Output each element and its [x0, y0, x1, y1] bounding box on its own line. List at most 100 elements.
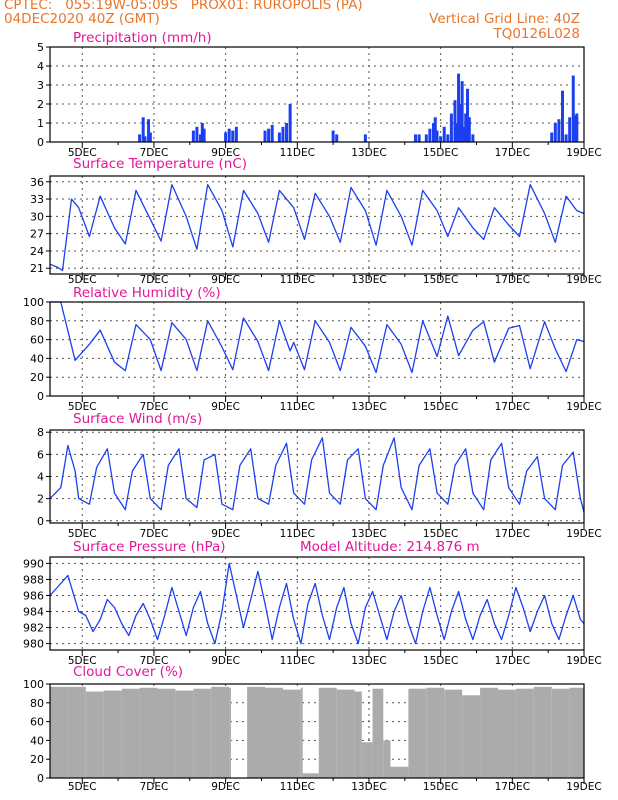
cloud-cover-bar [390, 766, 409, 778]
precip-bar [148, 132, 152, 142]
precip-bar [138, 134, 142, 142]
x-tick-label: 7DEC [140, 147, 169, 159]
x-tick-label: 19DEC [566, 401, 601, 413]
panel-title: Cloud Cover (%) [73, 664, 183, 680]
precip-bar [573, 115, 577, 142]
panel-title: Precipitation (mm/h) [73, 30, 212, 46]
x-tick-label: 11DEC [280, 655, 315, 667]
cloud-cover-bar [533, 686, 552, 778]
cloud-cover-bar [50, 686, 68, 778]
precip-bar [281, 126, 285, 142]
cloud-cover-bar [497, 689, 516, 778]
y-tick-label: 982 [23, 622, 44, 635]
x-tick-label: 9DEC [211, 401, 240, 413]
precip-bar [467, 117, 471, 142]
precip-bar [453, 100, 457, 142]
panel-4: Surface Pressure (hPa) Model Altitude: 21… [23, 539, 602, 667]
precip-bar [466, 88, 470, 142]
panel-0: Precipitation (mm/h) 0 1 2 3 4 5 5DEC 7DEC 9DEC 11… [37, 30, 602, 159]
x-tick-label: 15DEC [423, 147, 458, 159]
y-tick-label: 4 [37, 471, 44, 484]
cloud-cover-bar [67, 686, 86, 778]
x-tick-label: 5DEC [68, 528, 97, 540]
series-line [49, 562, 585, 645]
y-tick-label: 3 [37, 79, 44, 92]
x-tick-label: 9DEC [211, 274, 240, 286]
precip-bar [227, 128, 231, 142]
y-tick-label: 1 [37, 117, 44, 130]
precip-bar [288, 104, 292, 142]
precip-bar [428, 128, 432, 142]
precip-bar [550, 132, 554, 142]
cloud-cover-bar [318, 687, 337, 778]
cloud-cover-bar [462, 695, 481, 778]
precip-bar [270, 124, 274, 142]
precip-bar [457, 73, 461, 142]
x-tick-label: 11DEC [280, 401, 315, 413]
y-tick-label: 30 [30, 210, 44, 223]
y-tick-label: 24 [30, 245, 44, 258]
cloud-cover-bar [85, 691, 104, 778]
model-altitude-label: Model Altitude: 214.876 m [300, 539, 480, 555]
precip-bar [431, 123, 435, 142]
cloud-cover-bar [247, 686, 266, 778]
x-tick-label: 11DEC [280, 274, 315, 286]
y-tick-label: 6 [37, 448, 44, 461]
precip-bar [449, 113, 453, 142]
x-tick-label: 19DEC [566, 274, 601, 286]
cloud-cover-bar [139, 687, 158, 778]
x-tick-label: 7DEC [140, 528, 169, 540]
y-tick-label: 8 [37, 426, 44, 439]
x-tick-label: 17DEC [495, 147, 530, 159]
y-tick-label: 40 [30, 352, 44, 365]
precip-bar [363, 134, 367, 142]
precip-bar [143, 136, 147, 142]
y-tick-label: 60 [30, 716, 44, 729]
cloud-cover-bar [372, 688, 384, 778]
panel-3: Surface Wind (m/s) 0 2 4 6 8 5DEC 7DEC 9DEC 11DEC… [37, 411, 602, 540]
precip-bar [446, 134, 450, 142]
x-tick-label: 11DEC [280, 781, 315, 793]
panel-title: Relative Humidity (%) [73, 285, 221, 301]
y-tick-label: 60 [30, 334, 44, 347]
x-tick-label: 9DEC [211, 528, 240, 540]
precip-bar [424, 134, 428, 142]
precip-bar [464, 113, 468, 142]
x-tick-label: 9DEC [211, 655, 240, 667]
cloud-cover-bar [302, 773, 319, 778]
precip-bar [191, 130, 195, 142]
panel-frame [49, 301, 585, 397]
y-tick-label: 20 [30, 753, 44, 766]
cloud-cover-bar [175, 690, 194, 778]
x-tick-label: 17DEC [495, 655, 530, 667]
precip-bar [471, 134, 475, 142]
x-tick-label: 15DEC [423, 781, 458, 793]
y-tick-label: 990 [23, 557, 44, 570]
precip-bar [414, 134, 418, 142]
y-tick-label: 21 [30, 262, 44, 275]
cloud-cover-bar [383, 740, 391, 778]
y-tick-label: 4 [37, 60, 44, 73]
x-tick-label: 9DEC [211, 781, 240, 793]
precip-bar [571, 75, 575, 142]
panel-frame [49, 556, 585, 651]
precip-bar [553, 123, 557, 142]
y-tick-label: 40 [30, 734, 44, 747]
cloud-cover-bar [551, 688, 570, 778]
precip-bar [285, 123, 289, 142]
x-tick-label: 15DEC [423, 401, 458, 413]
precip-bar [141, 117, 145, 142]
x-tick-label: 5DEC [68, 655, 97, 667]
precip-bar [458, 104, 462, 142]
precip-bar [433, 117, 437, 142]
y-tick-label: 80 [30, 697, 44, 710]
panel-1: Surface Temperature (nC) 21 24 27 30 33 36 5DEC… [30, 156, 602, 286]
x-tick-label: 13DEC [351, 655, 386, 667]
cloud-cover-bar [336, 689, 355, 778]
cloud-cover-bar [569, 687, 584, 778]
x-tick-label: 7DEC [140, 781, 169, 793]
y-tick-label: 988 [23, 573, 44, 586]
precip-bar [277, 132, 281, 142]
panel-2: Relative Humidity (%) 0 20 40 60 80 100 5DEC 7DE… [23, 285, 602, 413]
x-tick-label: 9DEC [211, 147, 240, 159]
